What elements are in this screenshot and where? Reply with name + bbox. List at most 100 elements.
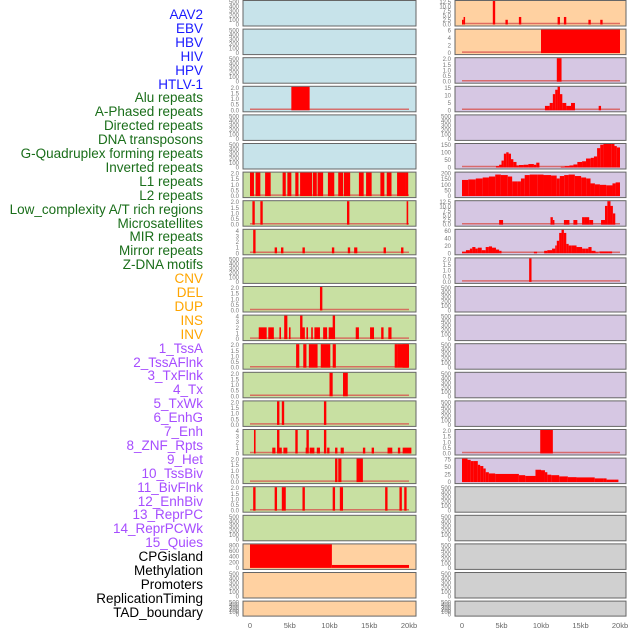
y-tick-label: 2.0	[231, 458, 240, 464]
y-tick-label: 2.0	[231, 343, 240, 349]
bar	[594, 478, 604, 483]
bar	[513, 161, 517, 168]
y-tick-label: 100	[229, 75, 240, 81]
bar	[371, 447, 375, 454]
y-tick-label: 0.5	[231, 103, 240, 109]
y-tick-label: 1.0	[231, 383, 240, 389]
bar	[308, 344, 318, 368]
bar	[571, 102, 575, 111]
panel-background	[454, 486, 627, 513]
panel-background	[242, 572, 417, 599]
y-tick-label: 2.5	[443, 218, 452, 224]
bar	[332, 344, 336, 368]
y-tick-label: 300	[229, 123, 240, 129]
y-tick-label: 1.5	[231, 292, 240, 298]
bar	[610, 205, 613, 225]
bar	[536, 162, 540, 168]
y-tick-label: 0	[448, 509, 452, 515]
y-tick-label: 500	[441, 543, 452, 549]
y-tick-label: 0	[448, 194, 452, 200]
y-tick-label: 300	[441, 409, 452, 415]
bar	[590, 157, 594, 168]
y-tick-label: 0.5	[231, 474, 240, 480]
bar	[559, 232, 562, 254]
bar	[381, 327, 384, 340]
panel-background	[242, 200, 417, 227]
bar	[482, 177, 489, 197]
y-tick-label: 60	[444, 229, 451, 235]
y-tick-label: 1.0	[231, 469, 240, 475]
x-tick-label: 15kb	[572, 621, 588, 630]
y-tick-label: 300	[229, 524, 240, 530]
panel-background	[242, 0, 417, 27]
y-tick-label: 500	[441, 515, 452, 521]
left-panel: 0.00.51.01.52.0	[231, 171, 417, 200]
y-tick-label: 5	[448, 101, 452, 107]
y-tick-label: 0.0	[443, 452, 452, 458]
y-tick-label: 300	[441, 581, 452, 587]
bar	[358, 172, 364, 197]
track-label: INV	[180, 326, 203, 342]
bar	[394, 344, 398, 368]
right-x-axis: 0 5kb 10kb 15kb 20kb	[460, 621, 628, 630]
y-tick-label: 400	[229, 33, 240, 39]
bar	[462, 179, 469, 197]
y-tick-label: 100	[229, 161, 240, 167]
bar	[606, 185, 613, 197]
bar	[360, 458, 363, 483]
y-tick-label: 2	[236, 440, 240, 446]
y-tick-label: 1.5	[231, 377, 240, 383]
bar	[485, 472, 489, 483]
bar	[552, 94, 556, 111]
panel-background	[242, 400, 417, 427]
panel-background	[242, 57, 417, 84]
panel-background	[454, 371, 627, 399]
bar	[607, 201, 611, 225]
track-label: 7_Enh	[163, 424, 203, 439]
bar	[569, 165, 574, 168]
y-tick-label: 500	[441, 400, 452, 406]
y-tick-label: 4	[236, 229, 240, 235]
y-tick-label: 0	[448, 309, 452, 315]
bar	[586, 158, 591, 168]
panel-background	[242, 457, 417, 485]
y-tick-label: 0.0	[443, 280, 452, 286]
bar	[265, 172, 271, 197]
panel-background	[242, 143, 417, 170]
y-tick-label: 0	[236, 566, 240, 572]
y-tick-label: 1.0	[231, 497, 240, 503]
y-tick-label: 1.5	[443, 63, 452, 69]
y-tick-label: 2.5	[443, 18, 452, 24]
y-tick-label: 400	[441, 548, 452, 554]
y-tick-label: 0	[236, 251, 240, 257]
y-tick-label: 500	[229, 257, 240, 263]
bar	[585, 248, 589, 254]
y-tick-label: 2.0	[231, 400, 240, 406]
y-tick-label: 25	[444, 473, 451, 479]
y-tick-label: 400	[229, 62, 240, 68]
bar	[300, 315, 303, 340]
y-tick-label: 400	[441, 348, 452, 354]
bar	[544, 105, 550, 111]
y-tick-label: 0	[236, 137, 240, 143]
bar	[338, 172, 344, 197]
y-tick-label: 0.5	[231, 303, 240, 309]
panel-background	[242, 514, 417, 542]
right-panel: 0.02.55.07.510.012.5	[439, 200, 627, 229]
y-tick-label: 200	[229, 128, 240, 134]
bar	[537, 174, 544, 197]
track-label: CNV	[174, 271, 203, 287]
y-tick-label: 400	[441, 405, 452, 411]
track-label: DNA transposons	[97, 132, 203, 148]
bar	[463, 16, 466, 25]
bar	[327, 447, 330, 454]
y-tick-label: 0.5	[231, 389, 240, 395]
bar	[329, 372, 333, 397]
y-tick-label: 1.5	[231, 206, 240, 212]
y-tick-label: 400	[229, 5, 240, 11]
y-tick-label: 200	[229, 586, 240, 592]
y-tick-label: 0	[448, 251, 452, 257]
bar	[475, 178, 483, 197]
